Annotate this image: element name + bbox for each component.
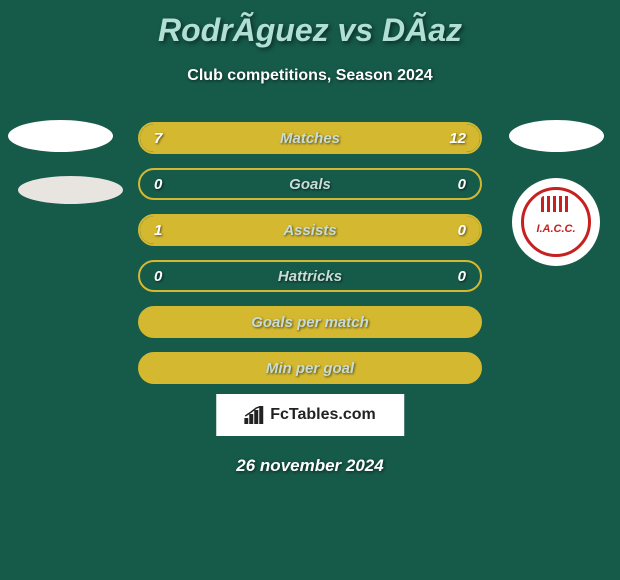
stat-value-left: 1 [154, 222, 162, 239]
stat-value-left: 7 [154, 130, 162, 147]
stat-label: Min per goal [266, 360, 354, 377]
player1-club-badge [18, 176, 123, 204]
player2-avatar [509, 120, 604, 152]
player2-club-badge: I.A.C.C. [512, 178, 600, 266]
source-text: FcTables.com [270, 406, 376, 424]
page-title: RodrÃ­guez vs DÃ­az [0, 0, 620, 49]
stat-label: Goals per match [251, 314, 369, 331]
stat-value-right: 0 [458, 268, 466, 285]
stat-row: 0 Hattricks 0 [138, 260, 482, 292]
stat-value-right: 0 [458, 222, 466, 239]
player1-avatar [8, 120, 113, 152]
stat-row: Goals per match [138, 306, 482, 338]
stat-value-right: 0 [458, 176, 466, 193]
stat-label: Hattricks [278, 268, 342, 285]
subtitle: Club competitions, Season 2024 [0, 67, 620, 85]
stat-row: 1 Assists 0 [138, 214, 482, 246]
stat-label: Assists [283, 222, 336, 239]
stat-row: Min per goal [138, 352, 482, 384]
stat-value-left: 0 [154, 268, 162, 285]
stat-value-left: 0 [154, 176, 162, 193]
stat-row: 7 Matches 12 [138, 122, 482, 154]
stats-container: 7 Matches 12 0 Goals 0 1 Assists 0 0 Hattricks 0 Goa… [138, 122, 482, 398]
stat-row: 0 Goals 0 [138, 168, 482, 200]
stat-value-right: 12 [449, 130, 466, 147]
stat-label: Goals [289, 176, 331, 193]
stat-label: Matches [280, 130, 340, 147]
fctables-logo-icon [244, 406, 264, 424]
date-label: 26 november 2024 [236, 456, 383, 476]
club-badge-text: I.A.C.C. [536, 223, 575, 235]
source-badge: FcTables.com [216, 394, 404, 436]
